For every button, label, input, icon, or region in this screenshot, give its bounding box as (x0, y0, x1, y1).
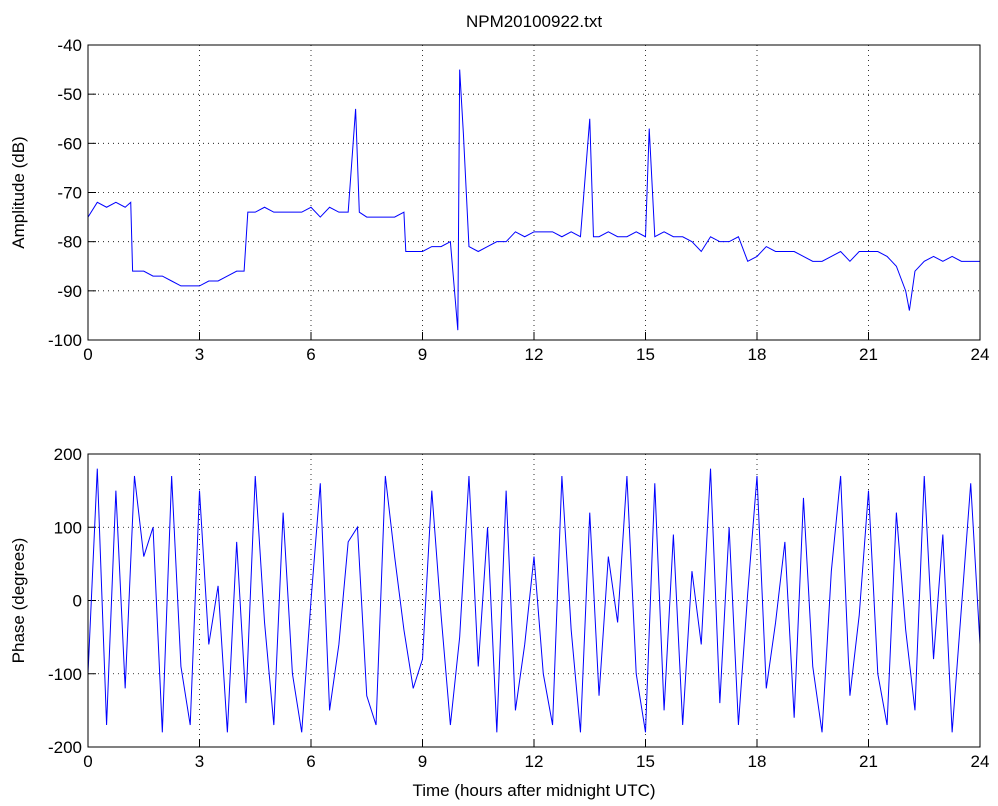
x-axis-label: Time (hours after midnight UTC) (412, 781, 655, 800)
x-tick-label: 6 (306, 752, 315, 771)
x-tick-label: 12 (525, 345, 544, 364)
axes-box (87, 453, 981, 748)
y-tick-label: 0 (73, 592, 82, 611)
x-tick-label: 15 (636, 345, 655, 364)
x-tick-label: 24 (971, 752, 990, 771)
y-tick-label: 200 (54, 445, 82, 464)
x-tick-label: 24 (971, 345, 990, 364)
y-tick-label: -200 (48, 738, 82, 757)
chart-title: NPM20100922.txt (466, 12, 602, 31)
x-tick-label: 0 (83, 345, 92, 364)
y-tick-label: -80 (57, 233, 82, 252)
x-tick-label: 9 (418, 345, 427, 364)
x-tick-label: 12 (525, 752, 544, 771)
x-tick-label: 21 (859, 345, 878, 364)
y-tick-label: -100 (48, 665, 82, 684)
y-tick-label: -60 (57, 134, 82, 153)
y-axis-label: Phase (degrees) (9, 538, 28, 664)
y-tick-label: -100 (48, 331, 82, 350)
x-tick-label: 9 (418, 752, 427, 771)
x-tick-label: 3 (195, 752, 204, 771)
y-tick-label: -90 (57, 282, 82, 301)
x-tick-label: 6 (306, 345, 315, 364)
x-tick-label: 3 (195, 345, 204, 364)
axes-box (87, 44, 981, 341)
x-tick-label: 15 (636, 752, 655, 771)
y-axis-label: Amplitude (dB) (9, 136, 28, 248)
x-tick-label: 0 (83, 752, 92, 771)
y-tick-label: -50 (57, 85, 82, 104)
x-tick-label: 18 (748, 345, 767, 364)
data-line (87, 468, 981, 733)
x-tick-label: 21 (859, 752, 878, 771)
data-line (87, 69, 980, 331)
x-tick-label: 18 (748, 752, 767, 771)
y-tick-label: -40 (57, 36, 82, 55)
y-tick-label: 100 (54, 518, 82, 537)
y-tick-label: -70 (57, 184, 82, 203)
